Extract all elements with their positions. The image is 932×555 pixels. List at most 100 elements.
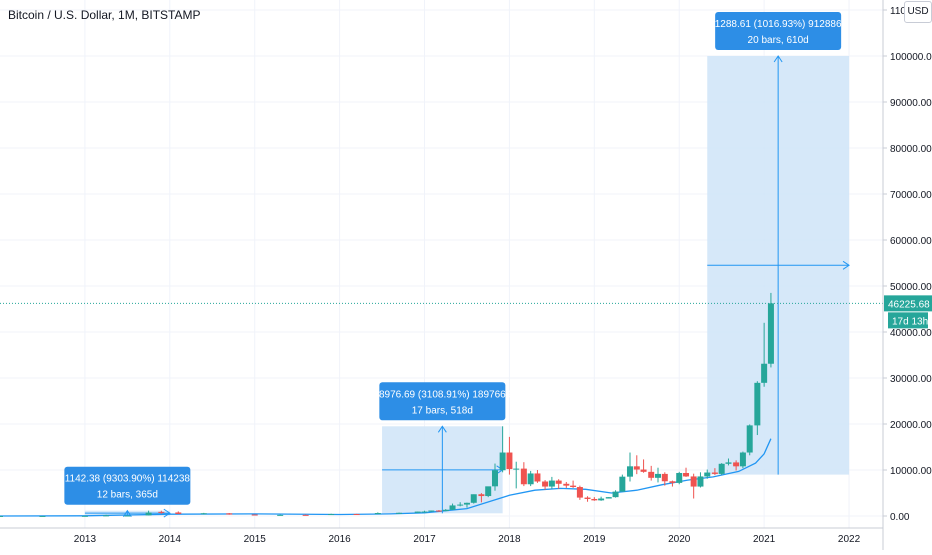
candle-body bbox=[506, 452, 513, 470]
candle-body bbox=[485, 486, 492, 497]
candle-body bbox=[527, 473, 534, 485]
candle-body bbox=[626, 466, 633, 477]
measure-label-line1: 91288.61 (1016.93%) 9128861 bbox=[709, 19, 847, 30]
y-tick-label: 100000.00 bbox=[890, 52, 932, 63]
candle-body bbox=[591, 498, 598, 501]
candle-body bbox=[542, 481, 549, 487]
candle-body bbox=[619, 476, 626, 492]
measure-h-arrow bbox=[163, 508, 171, 518]
candle-body bbox=[396, 512, 403, 514]
candle-body bbox=[576, 487, 583, 498]
candle-body bbox=[711, 472, 718, 474]
y-tick-label: 60000.00 bbox=[890, 236, 932, 247]
measure-label-line1: 18976.69 (3108.91%) 1897669 bbox=[373, 389, 511, 400]
x-tick-label: 2016 bbox=[328, 534, 351, 545]
y-tick-label: 90000.00 bbox=[890, 98, 932, 109]
candle-body bbox=[353, 514, 360, 516]
x-tick-label: 2015 bbox=[244, 534, 267, 545]
candle-body bbox=[226, 513, 233, 515]
candle-body bbox=[328, 514, 335, 516]
candle-body bbox=[442, 509, 449, 512]
candle-body bbox=[669, 481, 676, 483]
candle-body bbox=[145, 512, 152, 516]
candle-body bbox=[428, 510, 435, 512]
candle-body bbox=[0, 515, 3, 517]
y-tick-label: 40000.00 bbox=[890, 328, 932, 339]
last-price-label: 46225.68 bbox=[888, 299, 930, 310]
candle-body bbox=[421, 511, 428, 513]
y-tick-label: 10000.00 bbox=[890, 466, 932, 477]
measure-label-line2: 20 bars, 610d bbox=[748, 35, 809, 46]
y-tick-label: 20000.00 bbox=[890, 420, 932, 431]
candle-body bbox=[739, 452, 746, 467]
chart-title: Bitcoin / U.S. Dollar, 1M, BITSTAMP bbox=[8, 8, 201, 22]
candle-body bbox=[725, 462, 732, 464]
candle-body bbox=[598, 498, 605, 501]
candle-body bbox=[463, 502, 470, 505]
candle-body bbox=[746, 425, 753, 453]
candle-body bbox=[718, 463, 725, 474]
candle-body bbox=[513, 468, 520, 470]
candle-body bbox=[520, 468, 527, 485]
x-tick-label: 2013 bbox=[74, 534, 97, 545]
candle-body bbox=[277, 514, 284, 516]
y-tick-label: 0.00 bbox=[890, 512, 910, 523]
countdown-label: 17d 13h bbox=[892, 316, 928, 327]
measure-label-line1: 1142.38 (9303.90%) 114238 bbox=[65, 474, 191, 485]
candle-body bbox=[124, 515, 131, 517]
candle-body bbox=[570, 485, 577, 488]
candle-body bbox=[697, 476, 704, 487]
candle-body bbox=[374, 513, 381, 515]
candle-body bbox=[39, 515, 46, 517]
candle-body bbox=[704, 472, 711, 477]
y-tick-label: 30000.00 bbox=[890, 374, 932, 385]
measure-label-line2: 12 bars, 365d bbox=[97, 490, 158, 501]
candle-body bbox=[158, 511, 165, 513]
candle-body bbox=[661, 473, 668, 482]
candle-body bbox=[761, 363, 768, 383]
measure-h-arrow bbox=[842, 260, 850, 270]
candle-body bbox=[81, 515, 88, 517]
candle-body bbox=[302, 514, 309, 516]
x-tick-label: 2020 bbox=[668, 534, 691, 545]
y-tick-label: 50000.00 bbox=[890, 282, 932, 293]
last-price-badge bbox=[884, 295, 932, 312]
candle-body bbox=[655, 473, 662, 478]
ma-line bbox=[0, 438, 772, 517]
moving-average bbox=[0, 438, 772, 517]
candle-body bbox=[251, 514, 258, 516]
candle-body bbox=[414, 511, 421, 513]
candle-body bbox=[470, 494, 477, 503]
candle-body bbox=[633, 466, 640, 470]
candle-body bbox=[499, 452, 506, 471]
x-tick-label: 2014 bbox=[159, 534, 182, 545]
candle-body bbox=[563, 483, 570, 486]
candle-body bbox=[449, 505, 456, 510]
candle-body bbox=[767, 303, 774, 364]
x-tick-label: 2017 bbox=[413, 534, 436, 545]
candle-body bbox=[457, 504, 464, 506]
candle-body bbox=[548, 480, 555, 487]
candle-body bbox=[754, 382, 761, 426]
x-tick-label: 2021 bbox=[753, 534, 776, 545]
measure-v-arrow bbox=[773, 55, 783, 63]
price-line: 46225.68 17d 13h bbox=[0, 295, 932, 329]
currency-button[interactable]: USD bbox=[904, 1, 932, 23]
candle-body bbox=[733, 462, 740, 467]
candle-body bbox=[584, 497, 591, 499]
x-tick-label: 2018 bbox=[498, 534, 521, 545]
x-tick-label: 2022 bbox=[838, 534, 861, 545]
y-tick-label: 70000.00 bbox=[890, 190, 932, 201]
measure-label-box bbox=[64, 466, 191, 505]
candle-body bbox=[690, 476, 697, 487]
candle-body bbox=[175, 512, 182, 514]
candle-body bbox=[683, 472, 690, 477]
candle-body bbox=[200, 513, 207, 515]
countdown-badge bbox=[888, 312, 928, 329]
measure-label-line2: 17 bars, 518d bbox=[412, 405, 473, 416]
measure-label-box bbox=[715, 12, 842, 50]
candle-body bbox=[491, 470, 498, 487]
